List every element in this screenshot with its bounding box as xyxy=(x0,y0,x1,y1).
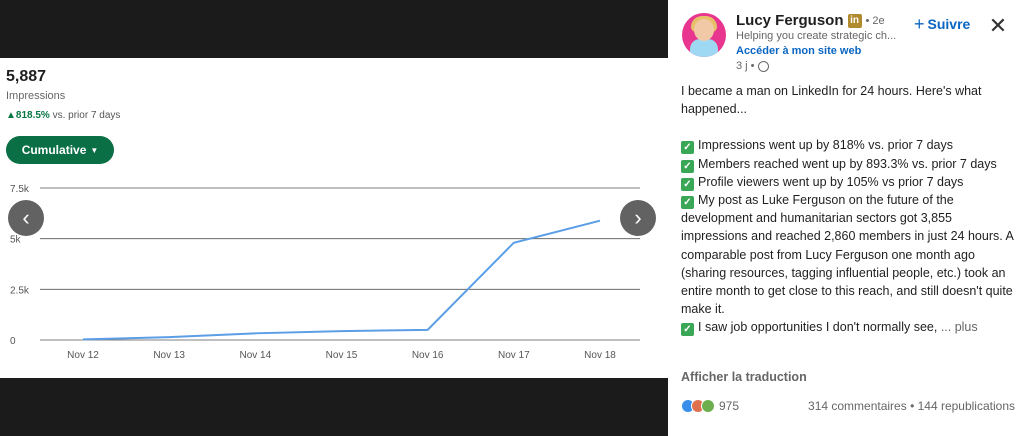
translate-link[interactable]: Afficher la traduction xyxy=(681,370,807,384)
bullet-item: ✓ My post as Luke Ferguson on the future … xyxy=(681,191,1015,318)
post-text: I became a man on LinkedIn for 24 hours.… xyxy=(681,82,1015,337)
analytics-screenshot: 5,887 Impressions ▲818.5% vs. prior 7 da… xyxy=(0,58,668,378)
previous-button[interactable]: ‹ xyxy=(8,200,44,236)
x-tick-label: Nov 15 xyxy=(326,350,358,361)
follow-button[interactable]: + Suivre xyxy=(914,14,971,34)
bullet-item: ✓ Impressions went up by 818% vs. prior 7… xyxy=(681,136,1015,155)
close-button[interactable]: ✕ xyxy=(986,13,1010,38)
x-tick-label: Nov 14 xyxy=(239,350,271,361)
follow-label: Suivre xyxy=(927,16,971,32)
bullet-item: ✓ Members reached went up by 893.3% vs. p… xyxy=(681,155,1015,173)
author-row: Lucy Ferguson in • 2e xyxy=(736,12,885,29)
impressions-label: Impressions xyxy=(6,90,66,102)
y-tick-label: 0 xyxy=(10,336,16,347)
check-mark-icon: ✓ xyxy=(681,323,694,337)
change-suffix: vs. prior 7 days xyxy=(49,110,121,121)
paragraph-gap xyxy=(681,118,1015,136)
author-name[interactable]: Lucy Ferguson xyxy=(736,12,844,29)
avatar-face xyxy=(694,19,714,41)
globe-icon xyxy=(757,60,769,72)
reactions[interactable]: 975 xyxy=(681,399,739,413)
x-tick-label: Nov 13 xyxy=(153,350,185,361)
cumulative-label: Cumulative xyxy=(21,143,87,157)
chevron-left-icon: ‹ xyxy=(22,205,30,230)
post-intro: I became a man on LinkedIn for 24 hours.… xyxy=(681,84,982,117)
cumulative-dropdown: Cumulative ▼ xyxy=(6,136,114,164)
x-tick-label: Nov 16 xyxy=(412,350,444,361)
website-link[interactable]: Accéder à mon site web xyxy=(736,45,862,57)
avatar-body xyxy=(690,39,718,57)
post-panel: Lucy Ferguson in • 2e Helping you create… xyxy=(668,0,1024,436)
impressions-value: 5,887 xyxy=(6,68,47,85)
bullet-text: I saw job opportunities I don't normally… xyxy=(698,320,938,335)
bullet-item: ✓ Profile viewers went up by 105% vs prio… xyxy=(681,173,1015,191)
series-line xyxy=(82,219,601,341)
check-mark-icon: ✓ xyxy=(681,141,694,155)
avatar[interactable] xyxy=(682,13,726,57)
x-tick-label: Nov 18 xyxy=(584,350,616,361)
y-tick-label: 7.5k xyxy=(10,184,30,195)
x-tick-label: Nov 17 xyxy=(498,350,530,361)
bullet-text: Members reached went up by 893.3% vs. pr… xyxy=(698,156,997,171)
chevron-right-icon: › xyxy=(634,205,642,230)
author-headline: Helping you create strategic ch... xyxy=(736,30,897,42)
plus-icon: + xyxy=(914,14,925,34)
y-tick-label: 5k xyxy=(10,235,22,246)
linkedin-premium-icon: in xyxy=(847,13,862,28)
y-tick-label: 2.5k xyxy=(10,285,30,296)
next-button[interactable]: › xyxy=(620,200,656,236)
check-mark-icon: ✓ xyxy=(681,177,694,191)
caret-down-icon: ▼ xyxy=(90,145,99,155)
x-tick-label: Nov 12 xyxy=(67,350,99,361)
comments-reposts[interactable]: 314 commentaires • 144 republications xyxy=(808,399,1015,413)
celebrate-reaction-icon xyxy=(701,399,715,413)
media-viewer: 5,887 Impressions ▲818.5% vs. prior 7 da… xyxy=(0,58,668,378)
bullet-item: ✓ I saw job opportunities I don't normall… xyxy=(681,318,1015,337)
bullet-text: Profile viewers went up by 105% vs prior… xyxy=(698,174,964,189)
post-time: 3 j • xyxy=(736,60,769,72)
bullet-text: My post as Luke Ferguson on the future o… xyxy=(681,193,1014,317)
connection-degree: • 2e xyxy=(865,14,885,27)
close-icon: ✕ xyxy=(988,13,1008,38)
change-percent: ▲818.5% xyxy=(6,110,50,121)
check-mark-icon: ✓ xyxy=(681,196,694,210)
social-counts: 975 314 commentaires • 144 republication… xyxy=(681,399,1015,413)
impressions-chart: 7.5k 5k 2.5k 0 Nov 12 Nov 13 Nov 14 Nov 15 Nov … xyxy=(10,184,640,361)
post-time-text: 3 j • xyxy=(736,60,755,72)
see-more-link[interactable]: ... plus xyxy=(940,320,978,335)
bullet-text: Impressions went up by 818% vs. prior 7 … xyxy=(698,138,953,153)
check-mark-icon: ✓ xyxy=(681,159,694,173)
reactions-count: 975 xyxy=(719,399,740,413)
impressions-change: ▲818.5% vs. prior 7 days xyxy=(6,110,120,121)
